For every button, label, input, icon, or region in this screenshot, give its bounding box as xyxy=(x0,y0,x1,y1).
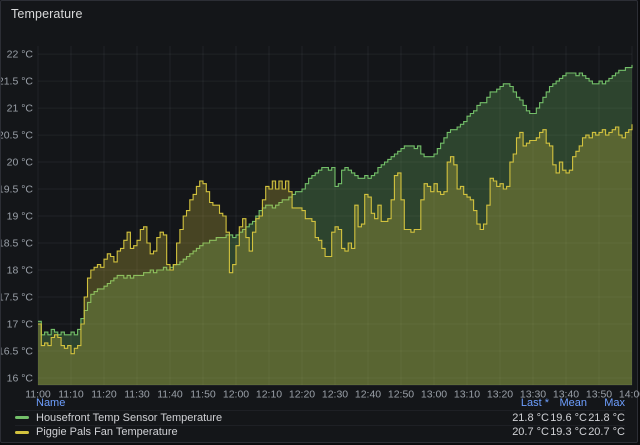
x-tick-label: 12:00 xyxy=(223,389,249,401)
x-tick-label: 11:00 xyxy=(25,389,51,401)
panel-title[interactable]: Temperature xyxy=(11,7,83,21)
housefront-last-value: 21.8 °C xyxy=(512,411,549,424)
x-tick-label: 11:10 xyxy=(58,389,84,401)
y-tick-label: 19 °C xyxy=(7,211,34,223)
legend-row-piggie-pals: Piggie Pals Fan Temperature 20.7 °C 19.3… xyxy=(15,424,625,440)
series-line-0 xyxy=(38,64,633,336)
y-axis-labels: 16 °C 16.5 °C 17 °C 17.5 °C 18 °C 18.5 °C 19 °… xyxy=(1,49,33,385)
series-label-piggie-pals[interactable]: Piggie Pals Fan Temperature xyxy=(36,426,178,439)
x-tick-label: 13:40 xyxy=(553,389,579,401)
x-tick-label: 13:10 xyxy=(454,389,480,401)
x-tick-label: 12:20 xyxy=(289,389,315,401)
x-tick-label: 13:50 xyxy=(586,389,612,401)
legend-column-mean[interactable]: Mean xyxy=(559,397,587,410)
y-tick-label: 21 °C xyxy=(7,103,34,115)
x-tick-label: 12:10 xyxy=(256,389,282,401)
housefront-max-value: 21.8 °C xyxy=(588,411,625,424)
legend-column-last[interactable]: Last * xyxy=(520,397,549,410)
y-tick-label: 21.5 °C xyxy=(1,76,33,88)
piggie-pals-mean-value: 19.3 °C xyxy=(550,426,587,439)
x-tick-label: 14:00 xyxy=(619,389,640,401)
piggie-pals-max-value: 20.7 °C xyxy=(588,426,625,439)
x-tick-label: 13:00 xyxy=(421,389,447,401)
y-tick-label: 17 °C xyxy=(7,319,34,331)
series-color-marker-yellow[interactable] xyxy=(15,430,29,434)
y-tick-label: 16.5 °C xyxy=(1,345,33,357)
series-label-housefront[interactable]: Housefront Temp Sensor Temperature xyxy=(36,411,223,424)
x-tick-label: 11:50 xyxy=(190,389,216,401)
series-fill-0 xyxy=(38,64,632,386)
series-line-1 xyxy=(38,124,633,355)
y-tick-label: 18.5 °C xyxy=(1,238,33,250)
x-tick-label: 11:20 xyxy=(91,389,117,401)
x-tick-label: 12:40 xyxy=(355,389,381,401)
x-tick-label: 11:40 xyxy=(157,389,183,401)
y-tick-label: 19.5 °C xyxy=(1,184,33,196)
x-tick-label: 11:30 xyxy=(124,389,150,401)
y-tick-label: 20.5 °C xyxy=(1,130,33,142)
legend-row-housefront: Housefront Temp Sensor Temperature 21.8 … xyxy=(15,410,625,425)
x-tick-label: 13:30 xyxy=(520,389,546,401)
y-tick-label: 16 °C xyxy=(7,372,34,384)
legend-table: Name Last * Mean Max Housefront Temp Sen… xyxy=(1,397,637,443)
x-axis-labels: 11:00 11:10 11:20 11:30 11:40 11:50 12:00 12:10… xyxy=(25,389,640,401)
legend-header-row: Name Last * Mean Max xyxy=(15,397,625,411)
x-tick-label: 12:50 xyxy=(388,389,414,401)
time-series-chart[interactable]: 16 °C 16.5 °C 17 °C 17.5 °C 18 °C 18.5 °C 19 °… xyxy=(1,1,640,403)
x-tick-label: 13:20 xyxy=(487,389,513,401)
y-tick-label: 17.5 °C xyxy=(1,292,33,304)
piggie-pals-last-value: 20.7 °C xyxy=(512,426,549,439)
chart-area: 16 °C 16.5 °C 17 °C 17.5 °C 18 °C 18.5 °C 19 °… xyxy=(1,1,640,403)
housefront-mean-value: 19.6 °C xyxy=(550,411,587,424)
legend-column-name[interactable]: Name xyxy=(36,397,66,410)
series-fill-1 xyxy=(38,124,632,386)
legend-column-max[interactable]: Max xyxy=(604,397,625,410)
series-color-marker-green[interactable] xyxy=(15,416,29,420)
y-tick-label: 18 °C xyxy=(7,265,34,277)
y-tick-label: 20 °C xyxy=(7,157,34,169)
y-tick-label: 22 °C xyxy=(7,49,34,61)
x-tick-label: 12:30 xyxy=(322,389,348,401)
